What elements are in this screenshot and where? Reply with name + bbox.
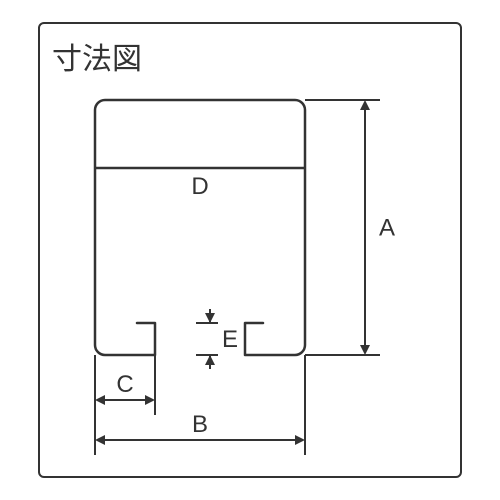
- svg-text:D: D: [191, 173, 208, 200]
- diagram-svg: A B C D E: [0, 0, 500, 500]
- svg-text:A: A: [379, 215, 395, 242]
- svg-text:B: B: [192, 411, 208, 438]
- svg-text:C: C: [116, 371, 133, 398]
- dimension-diagram: 寸法図 ABCDE: [0, 0, 500, 500]
- svg-text:E: E: [222, 326, 238, 353]
